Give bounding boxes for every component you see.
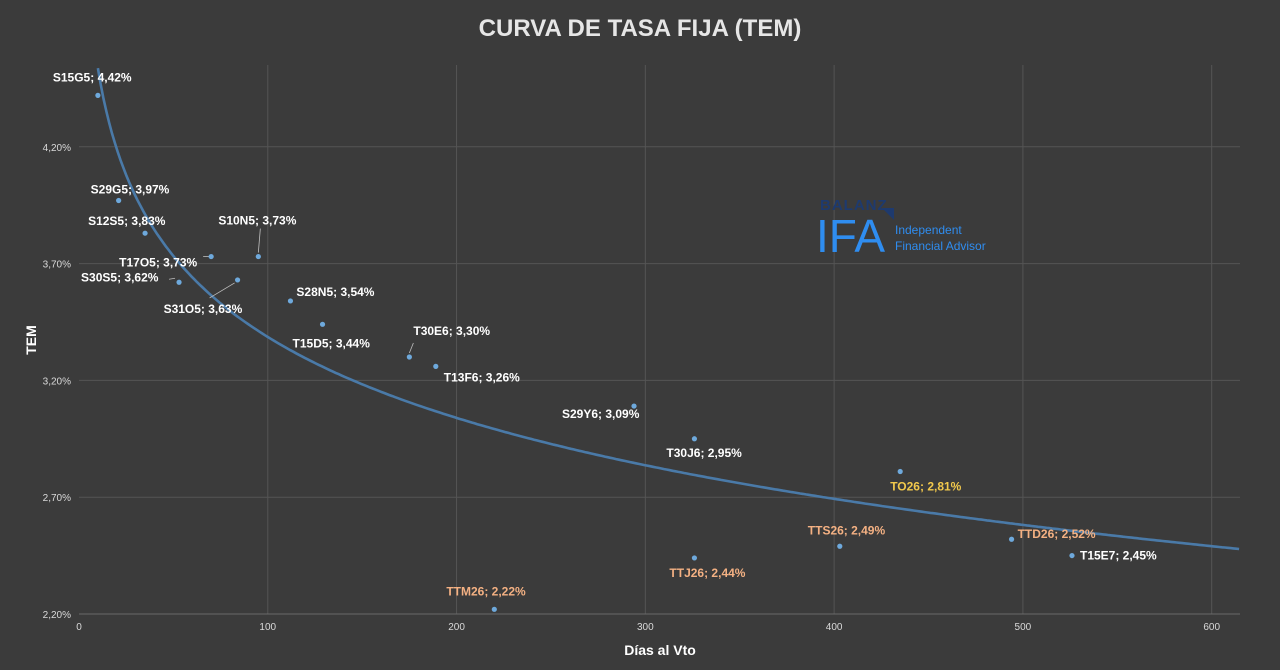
x-axis-title: Días al Vto: [624, 642, 696, 658]
label-leader-line: [257, 228, 261, 253]
gridlines: [79, 65, 1240, 615]
data-point: [234, 277, 241, 283]
data-point: [319, 321, 326, 327]
data-point: [176, 279, 182, 285]
x-axis-ticks: 0 100 200 300 400 500 600: [76, 622, 1220, 633]
leader-lines: [168, 228, 414, 354]
data-label: T15E7; 2,45%: [1080, 549, 1157, 563]
data-label: S30S5; 3,62%: [81, 270, 159, 284]
logo-line-2: Financial Advisor: [895, 239, 986, 253]
data-label: T15D5; 3,44%: [293, 336, 371, 350]
data-label: T30J6; 2,95%: [666, 446, 742, 460]
x-tick-label: 400: [826, 622, 843, 633]
data-point: [837, 543, 843, 549]
data-label: T17O5; 3,73%: [119, 256, 197, 270]
data-label: S28N5; 3,54%: [296, 285, 374, 299]
label-leader-line: [168, 277, 176, 280]
label-leader-line: [209, 282, 235, 299]
data-label: S29G5; 3,97%: [91, 182, 170, 196]
data-label: S12S5; 3,83%: [88, 214, 166, 228]
data-label: TTM26; 2,22%: [446, 584, 526, 598]
y-tick-label: 4,20%: [43, 143, 71, 154]
data-point: [142, 230, 148, 236]
y-tick-label: 3,70%: [43, 260, 71, 271]
data-label: S15G5; 4,42%: [53, 70, 132, 84]
data-labels: S15G5; 4,42% S29G5; 3,97% S12S5; 3,83% S30S…: [53, 70, 1157, 598]
y-axis-title: TEM: [23, 325, 39, 355]
logo-mark: IFA: [816, 210, 885, 262]
y-tick-label: 2,20%: [43, 610, 71, 621]
data-point: [1008, 536, 1015, 542]
data-point: [406, 354, 412, 360]
x-tick-label: 600: [1203, 622, 1220, 633]
data-point: [255, 253, 261, 260]
x-tick-label: 300: [637, 622, 654, 633]
data-point: [433, 363, 439, 369]
data-point: [208, 253, 214, 260]
data-point: [631, 403, 637, 409]
x-tick-label: 100: [259, 622, 276, 633]
data-label: TTJ26; 2,44%: [669, 566, 745, 580]
data-label: S31O5; 3,63%: [164, 302, 243, 316]
y-tick-label: 3,20%: [43, 376, 71, 387]
logo-line-1: Independent: [895, 223, 962, 237]
data-label: T13F6; 3,26%: [444, 370, 520, 384]
trendline: [96, 67, 1240, 551]
data-points: [95, 92, 1075, 612]
chart-title: CURVA DE TASA FIJA (TEM): [479, 15, 802, 42]
data-label: TO26; 2,81%: [890, 479, 961, 493]
data-point: [1069, 552, 1075, 559]
x-tick-label: 500: [1015, 622, 1032, 633]
x-tick-label: 200: [448, 622, 465, 633]
y-tick-label: 2,70%: [43, 493, 71, 504]
logo-brand: BALANZ: [820, 197, 888, 214]
data-label: TTS26; 2,49%: [808, 523, 886, 537]
x-tick-label: 0: [76, 622, 82, 633]
y-axis-ticks: 2,20% 2,70% 3,20% 3,70% 4,20%: [43, 143, 71, 621]
data-point: [287, 298, 294, 304]
logo-arrow-icon: [882, 208, 894, 220]
data-label: S10N5; 3,73%: [218, 214, 296, 228]
label-leader-line: [408, 342, 414, 354]
data-label: T30E6; 3,30%: [413, 324, 490, 338]
data-label: S29Y6; 3,09%: [562, 407, 640, 421]
trendline-layer: [96, 67, 1240, 551]
data-point: [491, 606, 497, 612]
data-point: [116, 197, 122, 204]
data-point: [691, 555, 698, 561]
data-point: [691, 436, 698, 442]
data-point: [897, 468, 903, 475]
data-label: TTD26; 2,52%: [1018, 527, 1096, 541]
balanz-ifa-logo: BALANZ IFA Independent Financial Advisor: [816, 197, 986, 262]
data-point: [95, 92, 101, 98]
